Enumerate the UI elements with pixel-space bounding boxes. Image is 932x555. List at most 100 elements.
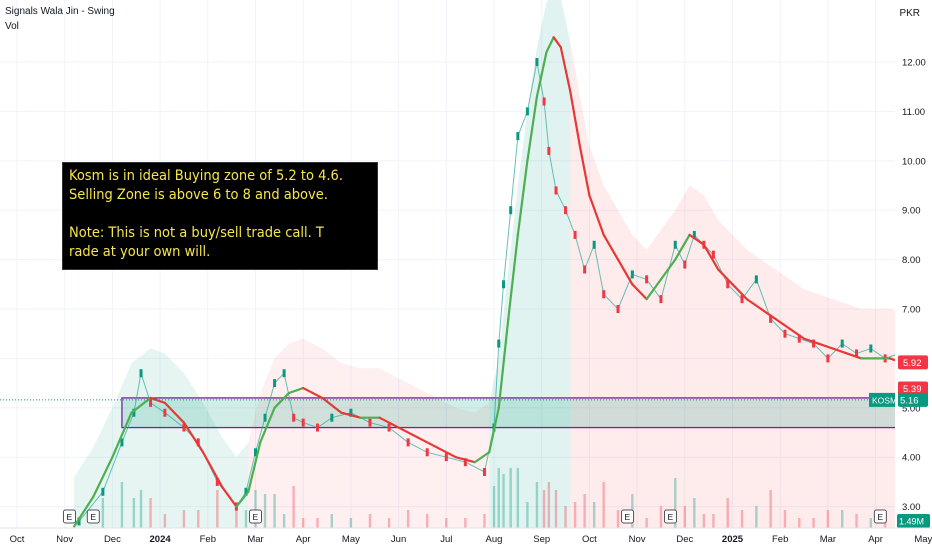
volume-indicator-label[interactable]: Vol <box>5 21 19 32</box>
price-label-badge <box>898 355 928 370</box>
candle <box>659 295 663 304</box>
volume-bar <box>492 486 496 528</box>
candle <box>292 413 296 422</box>
candle <box>387 423 391 432</box>
candle <box>516 132 520 141</box>
signal-line-segment <box>845 352 863 360</box>
signal-line-segment <box>702 243 720 271</box>
candle <box>692 230 696 239</box>
signal-line-segment <box>435 446 457 459</box>
volume-bar <box>564 506 567 528</box>
candle <box>163 408 167 417</box>
y-tick-label: 7.00 <box>902 305 921 316</box>
annotation-note[interactable]: Kosm is in ideal Buying zone of 5.2 to 4… <box>62 162 378 270</box>
x-tick-label: 2025 <box>722 534 744 545</box>
signal-line-segment <box>731 283 748 301</box>
annotation-line: Kosm is in ideal Buying zone of 5.2 to 4… <box>69 168 343 184</box>
candle <box>101 487 105 496</box>
volume-bar <box>683 506 686 528</box>
x-tick-label: Dec <box>676 534 693 545</box>
signal-line-segment <box>488 406 500 454</box>
candle <box>630 270 634 279</box>
candle <box>542 97 546 106</box>
earnings-marker-label: E <box>90 512 96 522</box>
x-tick-label: Dec <box>104 534 121 545</box>
signal-line-segment <box>588 194 605 236</box>
candle <box>554 186 558 195</box>
earnings-marker-label: E <box>66 512 72 522</box>
candle <box>564 206 568 215</box>
signal-line-segment <box>397 426 419 439</box>
candle <box>120 438 124 447</box>
volume-bar <box>426 514 429 528</box>
volume-bar <box>542 490 546 528</box>
candle <box>182 423 186 432</box>
volume-bar <box>445 518 448 528</box>
volume-bar <box>282 514 286 528</box>
earnings-marker <box>249 509 262 524</box>
annotation-line: rade at your own will. <box>69 244 211 260</box>
volume-bar <box>554 490 558 528</box>
earnings-marker-label: E <box>877 512 883 522</box>
y-tick-label: 9.00 <box>902 206 921 217</box>
x-tick-label: Mar <box>247 534 263 545</box>
signal-line-segment <box>616 258 634 286</box>
volume-bar <box>516 468 520 528</box>
candle <box>726 280 730 289</box>
y-tick-label: 8.00 <box>902 255 921 266</box>
signal-line-segment <box>182 421 205 454</box>
volume-bar <box>812 518 815 528</box>
volume-bar <box>273 494 276 528</box>
x-tick-label: Jul <box>440 534 452 545</box>
signal-line-segment <box>149 396 166 404</box>
candle <box>254 448 257 457</box>
candle <box>812 339 816 348</box>
earnings-marker-label: E <box>625 512 631 522</box>
volume-bar <box>769 490 772 528</box>
signal-line-segment <box>273 391 290 409</box>
candle <box>273 379 277 388</box>
price-label-text: 5.92 <box>903 358 922 369</box>
candle <box>463 458 467 467</box>
y-tick-label: 10.00 <box>902 156 926 167</box>
signal-line-segment <box>774 317 791 330</box>
indicator-title[interactable]: Signals Wala Jin - Swing <box>5 6 115 17</box>
signal-line-segment <box>631 283 648 301</box>
signal-line-segment <box>287 386 305 395</box>
signal-line-segment <box>221 485 238 508</box>
volume-bar <box>502 474 505 528</box>
volume-bar <box>645 518 648 528</box>
candle <box>573 230 577 239</box>
signal-line-segment <box>416 436 438 449</box>
volume-bar <box>497 468 500 528</box>
buy-zone-box <box>121 397 932 429</box>
volume-bar <box>163 514 167 528</box>
volume-bar <box>330 514 334 528</box>
volume-bar <box>693 498 696 528</box>
volume-bar <box>406 510 410 528</box>
volume-bar <box>573 502 577 528</box>
candle <box>139 369 143 378</box>
candle <box>149 398 153 407</box>
candle <box>525 107 529 116</box>
volume-bar <box>602 482 605 528</box>
signal-line-segment <box>111 411 133 459</box>
volume-bar <box>659 506 663 528</box>
x-tick-label: Aug <box>486 534 503 545</box>
volume-value-text: 1.49M <box>899 517 924 527</box>
candle <box>797 334 801 343</box>
area-band-bull <box>74 348 249 528</box>
price-label-badge <box>898 381 928 396</box>
area-band-bull <box>489 0 571 528</box>
candle <box>840 339 844 348</box>
signal-line-segment <box>831 347 849 355</box>
area-band-bear <box>570 42 932 528</box>
volume-bar <box>755 506 758 528</box>
earnings-marker <box>86 509 100 524</box>
volume-bar <box>483 514 486 528</box>
volume-bar <box>583 494 586 528</box>
volume-bar <box>254 490 257 528</box>
volume-bar <box>464 518 467 528</box>
